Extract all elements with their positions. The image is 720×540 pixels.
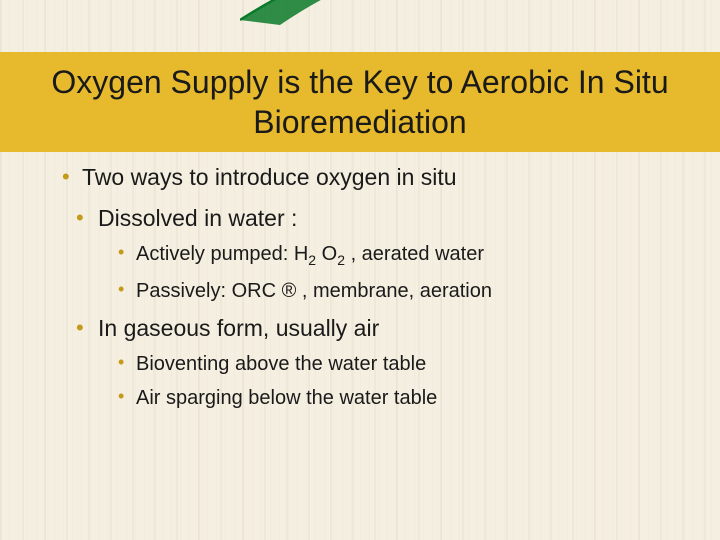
sub-actively-pumped: Actively pumped: H2 O2 , aerated water bbox=[116, 240, 680, 271]
sub-air-sparging: Air sparging below the water table bbox=[116, 384, 680, 412]
sub-bioventing: Bioventing above the water table bbox=[116, 350, 680, 378]
bullet-dissolved-label: Dissolved in water : bbox=[98, 205, 297, 231]
bullet-dissolved: Dissolved in water : Actively pumped: H2… bbox=[74, 203, 680, 305]
bullet-gaseous: In gaseous form, usually air Bioventing … bbox=[74, 313, 680, 412]
slide-title: Oxygen Supply is the Key to Aerobic In S… bbox=[40, 62, 680, 142]
bullet-intro: Two ways to introduce oxygen in situ bbox=[60, 162, 680, 193]
content-area: Two ways to introduce oxygen in situ Dis… bbox=[60, 162, 680, 420]
title-band: Oxygen Supply is the Key to Aerobic In S… bbox=[0, 52, 720, 152]
sub-passively: Passively: ORC ® , membrane, aeration bbox=[116, 277, 680, 305]
bullet-gaseous-label: In gaseous form, usually air bbox=[98, 315, 379, 341]
